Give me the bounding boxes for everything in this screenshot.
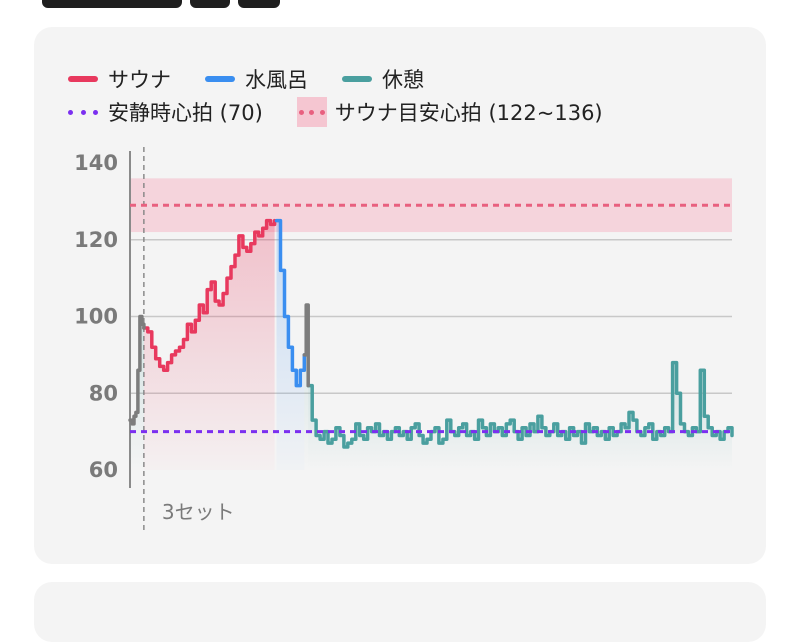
- sauna-swatch: [68, 76, 98, 82]
- next-card: [34, 582, 766, 642]
- y-tick-label-140: 140: [74, 151, 118, 175]
- y-tick-label-80: 80: [89, 381, 118, 405]
- heart-rate-chart: 60 80 100 120 140 3セット: [74, 147, 734, 530]
- heart-rate-chart-card: [34, 27, 766, 564]
- chart-legend-row-1: サウナ 水風呂 休憩: [68, 64, 458, 94]
- legend-item-rest: 休憩: [342, 64, 424, 94]
- legend-item-cold-bath: 水風呂: [205, 64, 308, 94]
- legend-label-rest: 休憩: [382, 68, 424, 92]
- legend-item-sauna-target: サウナ目安心拍 (122~136): [296, 97, 603, 127]
- transition-pre-line: [128, 314, 146, 426]
- rest-line: [306, 360, 734, 449]
- rest-swatch: [342, 76, 372, 82]
- cold-bath-swatch: [205, 76, 235, 82]
- legend-label-sauna: サウナ: [108, 68, 171, 92]
- set-label: 3セット: [162, 500, 235, 524]
- legend-item-resting-hr: 安静時心拍 (70): [68, 97, 263, 127]
- cold-bath-line: [274, 218, 307, 388]
- y-tick-label-120: 120: [74, 228, 118, 252]
- resting-hr-swatch: [68, 109, 98, 115]
- y-tick-label-100: 100: [74, 305, 118, 329]
- sauna-area: [143, 220, 275, 470]
- legend-label-sauna-target: サウナ目安心拍 (122~136): [334, 101, 603, 125]
- sauna-target-swatch: [296, 97, 327, 127]
- sauna-line: [142, 218, 277, 372]
- legend-label-cold-bath: 水風呂: [245, 68, 308, 92]
- legend-item-sauna: サウナ: [68, 64, 171, 94]
- rest-area: [308, 362, 732, 470]
- legend-label-resting-hr: 安静時心拍 (70): [108, 101, 263, 125]
- y-tick-label-60: 60: [89, 458, 118, 482]
- next-card-clipped-text: [114, 586, 121, 611]
- transition-mid-line: [302, 303, 310, 388]
- chart-legend-row-2: 安静時心拍 (70) サウナ目安心拍 (122~136): [68, 97, 637, 127]
- clipped-header: [0, 0, 800, 22]
